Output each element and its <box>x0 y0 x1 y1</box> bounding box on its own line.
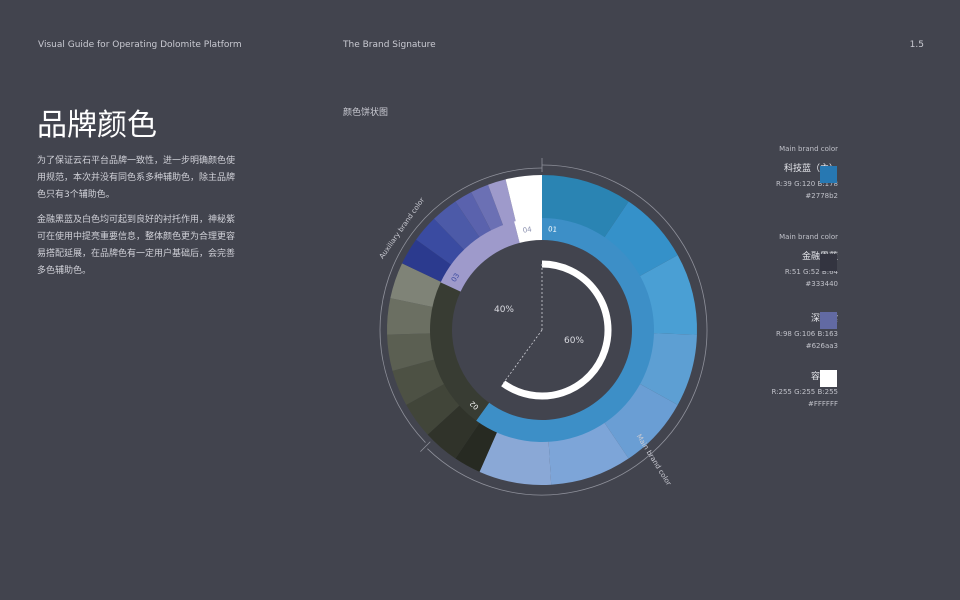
legend-group-1: Main brand color 科技蓝（主） R:39 G:120 B:178… <box>776 145 838 202</box>
legend-hex-tech-blue: #2778b2 <box>805 192 838 200</box>
legend-hex-container-white: #FFFFFF <box>807 400 838 408</box>
outer-slice-4 <box>602 382 678 459</box>
swatch-deep-purple <box>820 312 837 329</box>
inner-label-04: 04 <box>522 225 533 234</box>
outer-slice-12 <box>387 298 437 335</box>
chart-title: 颜色饼状图 <box>343 108 389 118</box>
inner-label-02: 02 <box>468 399 480 411</box>
inner-slice-2 <box>440 221 520 292</box>
legend-name-tech-blue: 科技蓝（主） <box>783 164 838 174</box>
inner-slice-0 <box>476 218 654 442</box>
inner-label-03: 03 <box>450 272 461 284</box>
legend-hex-finance-black: #333440 <box>805 280 838 288</box>
legend-rgb-deep-purple: R:98 G:106 B:163 <box>775 330 838 338</box>
legend-rgb-container-white: R:255 G:255 B:255 <box>771 388 838 396</box>
outer-slice-11 <box>387 333 438 371</box>
center-progress-arc <box>501 260 612 400</box>
outer-slice-9 <box>406 382 463 435</box>
center-label-60: 60% <box>564 336 584 346</box>
aux-color-arc <box>379 167 543 443</box>
legend-head-1: Main brand color <box>779 145 838 153</box>
outer-slice-7 <box>455 419 499 472</box>
legend-rgb-finance-black: R:51 G:52 B:64 <box>784 268 838 276</box>
inner-slice-3 <box>514 218 542 243</box>
swatch-tech-blue <box>820 166 837 183</box>
inner-label-01: 01 <box>548 225 558 234</box>
outer-slice-15 <box>416 218 467 268</box>
outer-slice-8 <box>427 402 482 459</box>
center-label-40: 40% <box>494 305 514 315</box>
outer-slice-13 <box>390 263 445 308</box>
paragraph-1: 为了保证云石平台品牌一致性，进一步明确颜色使用规范，本次并没有同色系多种辅助色，… <box>37 156 236 200</box>
paragraph-2: 金融黑蓝及白色均可起到良好的衬托作用，神秘紫可在使用中提亮重要信息，整体颜色更为… <box>37 215 236 276</box>
main-color-arc <box>427 164 708 496</box>
swatch-finance-black <box>820 254 837 271</box>
outer-slice-1 <box>602 201 678 278</box>
legend-group-2: Main brand color 金融黑蓝 R:51 G:52 B:64 #33… <box>779 233 838 290</box>
inner-slice-1 <box>430 282 490 421</box>
header-center: The Brand Signature <box>343 40 436 50</box>
arc-tick-bottom <box>420 441 431 452</box>
center-dash-diagonal <box>502 329 543 384</box>
outer-slice-6 <box>479 428 552 485</box>
outer-slice-17 <box>455 192 493 241</box>
outer-slice-20 <box>505 175 542 226</box>
outer-slice-14 <box>402 239 455 284</box>
outer-slice-10 <box>392 358 448 405</box>
legend-name-finance-black: 金融黑蓝 <box>779 249 838 262</box>
main-brand-arc-label: Main brand color <box>635 433 673 487</box>
legend-head-2: Main brand color <box>779 233 838 241</box>
page-number: 1.5 <box>909 40 924 50</box>
legend-rgb-tech-blue: R:39 G:120 B:178 <box>775 180 838 188</box>
header-left: Visual Guide for Operating Dolomite Plat… <box>38 40 242 50</box>
outer-slice-18 <box>471 184 505 234</box>
outer-slice-19 <box>488 179 517 229</box>
outer-slice-16 <box>434 201 482 253</box>
legend-hex-deep-purple: #626aa3 <box>805 342 838 350</box>
swatch-container-white <box>820 370 837 387</box>
page-title: 品牌颜色 <box>37 108 157 143</box>
